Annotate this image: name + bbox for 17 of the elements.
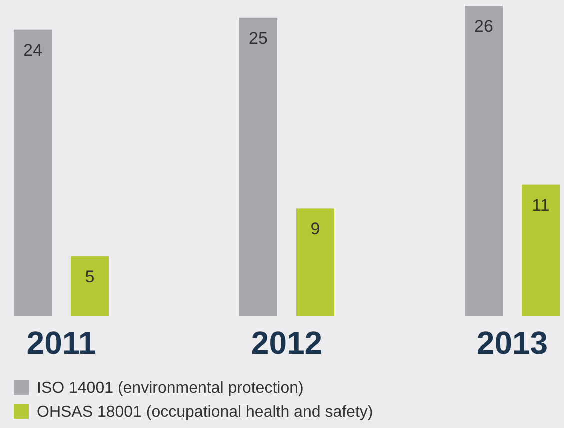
data-label: 26	[474, 17, 494, 36]
legend-label: OHSAS 18001 (occupational health and safety)	[37, 404, 374, 421]
x-tick-label: 2012	[251, 325, 323, 361]
bar	[240, 18, 278, 316]
bar	[71, 256, 109, 316]
data-label: 11	[532, 196, 550, 215]
data-label: 9	[310, 220, 320, 239]
bar	[14, 30, 52, 316]
bar	[296, 208, 334, 316]
data-label: 24	[24, 40, 42, 60]
bar	[465, 6, 503, 316]
data-label: 5	[85, 267, 95, 286]
bar	[522, 184, 560, 316]
data-label: 25	[249, 28, 268, 48]
legend-label: ISO 14001 (environmental protection)	[37, 380, 304, 397]
x-tick-label: 2013	[476, 325, 548, 361]
x-tick-label: 2011	[26, 325, 96, 361]
